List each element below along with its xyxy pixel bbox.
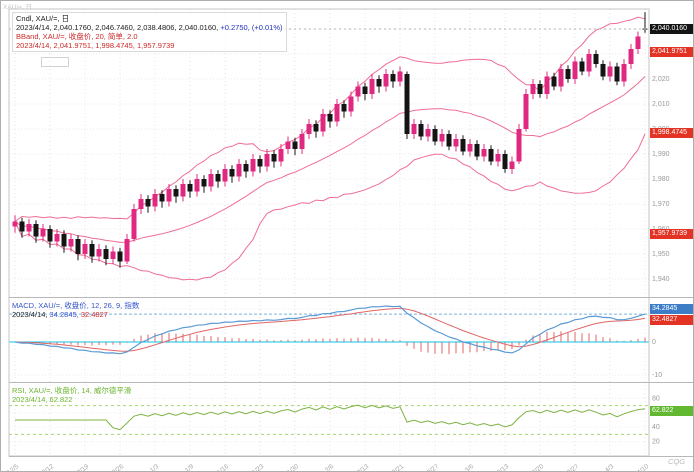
svg-text:80: 80 xyxy=(652,395,660,402)
legend-bband-params: BBand, XAU/=, 收盘价, 20, 简单, 2.0 xyxy=(16,32,138,41)
change-values: +0.2750, (+0.01%) xyxy=(220,23,283,32)
axis-labels-layer[interactable]: 100-10806040202,0402,0302,0202,0102,0001… xyxy=(6,26,670,472)
svg-text:2,020: 2,020 xyxy=(652,76,670,83)
svg-text:2,010: 2,010 xyxy=(652,101,670,108)
rsi-legend: RSI, XAU/=, 收盘价, 14, 威尔德平滑 2023/4/14, 62… xyxy=(12,386,131,404)
svg-text:12/12: 12/12 xyxy=(38,463,55,472)
legend-ohlc-line: 2023/4/14, 2,040.1760, 2,046.7460, 2,038… xyxy=(16,23,283,32)
macd-value: 34.2845, xyxy=(49,310,81,319)
svg-text:3/27: 3/27 xyxy=(566,463,581,472)
bband-middle-marker: 1,998.4745 xyxy=(650,128,693,138)
svg-text:1/23: 1/23 xyxy=(251,463,266,472)
macd-signal-value: 32.4827 xyxy=(80,310,108,319)
rsi-params-line: RSI, XAU/=, 收盘价, 14, 威尔德平滑 xyxy=(12,386,132,395)
svg-text:3/13: 3/13 xyxy=(496,463,511,472)
macd-value-marker: 34.2845 xyxy=(650,304,693,314)
macd-legend: MACD, XAU/=, 收盘价, 12, 26, 9, 指数 2023/4/1… xyxy=(12,301,139,319)
svg-text:1,940: 1,940 xyxy=(652,276,670,283)
bband-lower-marker: 1,957.9739 xyxy=(650,229,693,239)
macd-params-line: MACD, XAU/=, 收盘价, 12, 26, 9, 指数 xyxy=(12,301,140,310)
svg-text:12/5: 12/5 xyxy=(6,463,21,472)
cqg-watermark: CQG xyxy=(668,457,686,466)
svg-text:4/3: 4/3 xyxy=(604,463,616,472)
svg-text:1,990: 1,990 xyxy=(652,151,670,158)
svg-text:12/19: 12/19 xyxy=(73,463,90,472)
rsi-value-line: 2023/4/14, 62.822 xyxy=(12,395,73,404)
svg-text:20: 20 xyxy=(652,439,660,446)
svg-text:1,970: 1,970 xyxy=(652,201,670,208)
svg-text:1,980: 1,980 xyxy=(652,176,670,183)
macd-signal-marker: 32.4827 xyxy=(650,315,693,325)
window-title: XAU/=, 日 xyxy=(3,4,33,11)
svg-text:1/3: 1/3 xyxy=(149,463,161,472)
svg-text:2/13: 2/13 xyxy=(356,463,371,472)
last-price-marker: 2,040.0160 xyxy=(650,24,693,34)
grid-layer xyxy=(9,9,649,456)
macd-date: 2023/4/14, xyxy=(12,310,50,319)
legend-bband-values: 2023/4/14, 2,041.9751, 1,998.4745, 1,957… xyxy=(16,41,175,50)
candles-layer xyxy=(12,12,648,268)
legend-symbol-line: Cndl, XAU/=, 日 xyxy=(16,14,70,23)
svg-text:1,950: 1,950 xyxy=(652,251,670,258)
svg-text:3/6: 3/6 xyxy=(464,463,476,472)
svg-text:1/9: 1/9 xyxy=(184,463,196,472)
macd-values-line: 2023/4/14, 34.2845, 32.4827 xyxy=(12,310,139,319)
bollinger-bands-layer xyxy=(14,16,646,281)
svg-text:4/10: 4/10 xyxy=(636,463,651,472)
ohlc-values: 2023/4/14, 2,040.1760, 2,046.7460, 2,038… xyxy=(16,23,221,32)
rsi-layer xyxy=(9,397,649,443)
legend-collapse-box[interactable] xyxy=(41,57,69,67)
price-legend: Cndl, XAU/=, 日 2023/4/14, 2,040.1760, 2,… xyxy=(12,12,287,52)
svg-text:12/26: 12/26 xyxy=(108,463,125,472)
svg-text:2/6: 2/6 xyxy=(324,463,336,472)
svg-text:2/27: 2/27 xyxy=(426,463,441,472)
macd-layer xyxy=(9,305,649,376)
bband-upper-marker: 2,041.9751 xyxy=(650,47,693,57)
svg-text:3/20: 3/20 xyxy=(531,463,546,472)
svg-text:-10: -10 xyxy=(652,372,662,379)
svg-text:2/21: 2/21 xyxy=(391,463,406,472)
svg-text:1/30: 1/30 xyxy=(286,463,301,472)
rsi-value-marker: 62.822 xyxy=(650,406,693,416)
svg-text:40: 40 xyxy=(652,424,660,431)
svg-text:1/16: 1/16 xyxy=(216,463,231,472)
svg-text:0: 0 xyxy=(652,339,656,346)
